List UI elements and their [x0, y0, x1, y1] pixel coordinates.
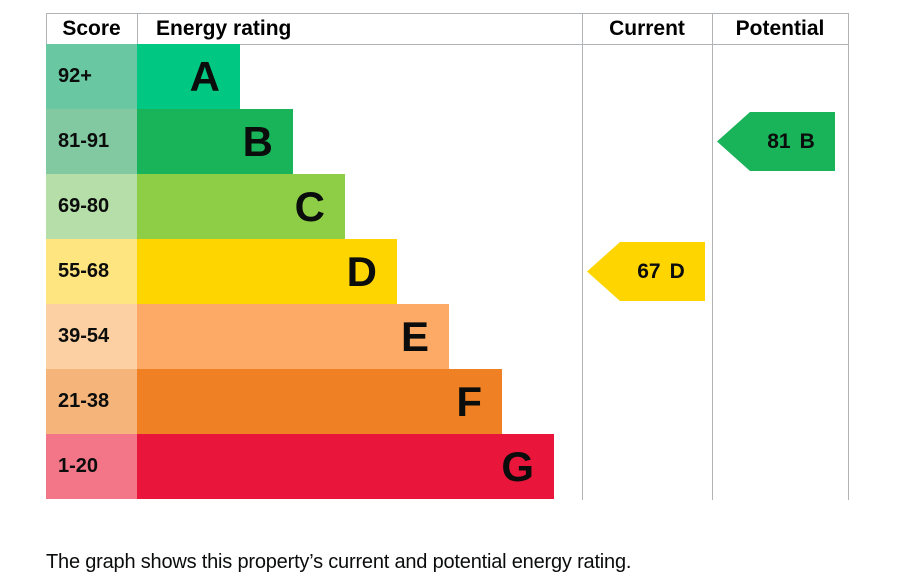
band-row-d: 55-68 D	[46, 239, 746, 304]
column-header-current: Current	[609, 16, 685, 40]
band-row-g: 1-20 G	[46, 434, 746, 499]
score-range-f: 21-38	[46, 369, 137, 434]
current-rating-band: D	[669, 259, 685, 283]
header-left-border	[46, 13, 47, 44]
score-range-g: 1-20	[46, 434, 137, 499]
score-column-divider	[137, 13, 138, 44]
score-range-b: 81-91	[46, 109, 137, 174]
band-bar-g: G	[137, 434, 554, 499]
table-right-border	[848, 13, 849, 500]
score-range-a: 92+	[46, 44, 137, 109]
band-row-f: 21-38 F	[46, 369, 746, 434]
band-letter-c: C	[294, 183, 325, 230]
potential-rating-band: B	[799, 129, 815, 153]
band-bar-e: E	[137, 304, 449, 369]
band-letter-f: F	[456, 378, 482, 425]
score-range-e: 39-54	[46, 304, 137, 369]
band-letter-a: A	[189, 53, 220, 100]
score-range-d: 55-68	[46, 239, 137, 304]
score-range-c: 69-80	[46, 174, 137, 239]
band-row-e: 39-54 E	[46, 304, 746, 369]
band-letter-d: D	[346, 248, 377, 295]
band-bar-c: C	[137, 174, 345, 239]
header-bottom-border	[46, 44, 848, 45]
band-bar-f: F	[137, 369, 502, 434]
column-header-score: Score	[62, 16, 121, 40]
band-bar-a: A	[137, 44, 240, 109]
potential-rating-value: 81	[767, 129, 791, 153]
band-row-c: 69-80 C	[46, 174, 746, 239]
band-bar-d: D	[137, 239, 397, 304]
band-letter-g: G	[501, 443, 534, 490]
current-rating-value: 67	[637, 259, 661, 283]
column-header-energy-rating: Energy rating	[156, 16, 292, 40]
potential-rating-arrow: 81 B	[717, 112, 835, 171]
band-letter-b: B	[242, 118, 273, 165]
band-letter-e: E	[400, 313, 429, 360]
band-bar-b: B	[137, 109, 293, 174]
band-row-a: 92+ A	[46, 44, 746, 109]
table-top-border	[46, 13, 848, 14]
column-header-potential: Potential	[735, 16, 825, 40]
current-column-divider	[582, 13, 583, 500]
band-row-b: 81-91 B	[46, 109, 746, 174]
potential-column-divider	[712, 13, 713, 500]
chart-caption: The graph shows this property’s current …	[46, 551, 632, 573]
